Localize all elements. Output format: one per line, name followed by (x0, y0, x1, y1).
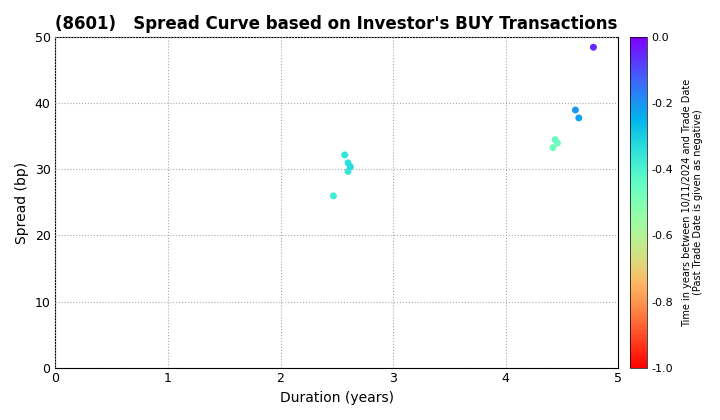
Y-axis label: Spread (bp): Spread (bp) (15, 161, 29, 244)
Point (342, 160, 354, 166)
Point (345, 163, 356, 170)
Point (342, 168, 354, 175)
X-axis label: Duration (years): Duration (years) (280, 391, 394, 405)
Point (570, 107, 581, 113)
Point (552, 140, 563, 147)
Point (588, 44, 599, 50)
Point (328, 192, 339, 199)
Y-axis label: Time in years between 10/11/2024 and Trade Date
(Past Trade Date is given as neg: Time in years between 10/11/2024 and Tra… (682, 79, 703, 327)
Point (573, 115, 585, 121)
Text: (8601)   Spread Curve based on Investor's BUY Transactions: (8601) Spread Curve based on Investor's … (55, 15, 618, 33)
Point (339, 152, 351, 158)
Point (547, 144, 559, 151)
Point (549, 136, 561, 143)
